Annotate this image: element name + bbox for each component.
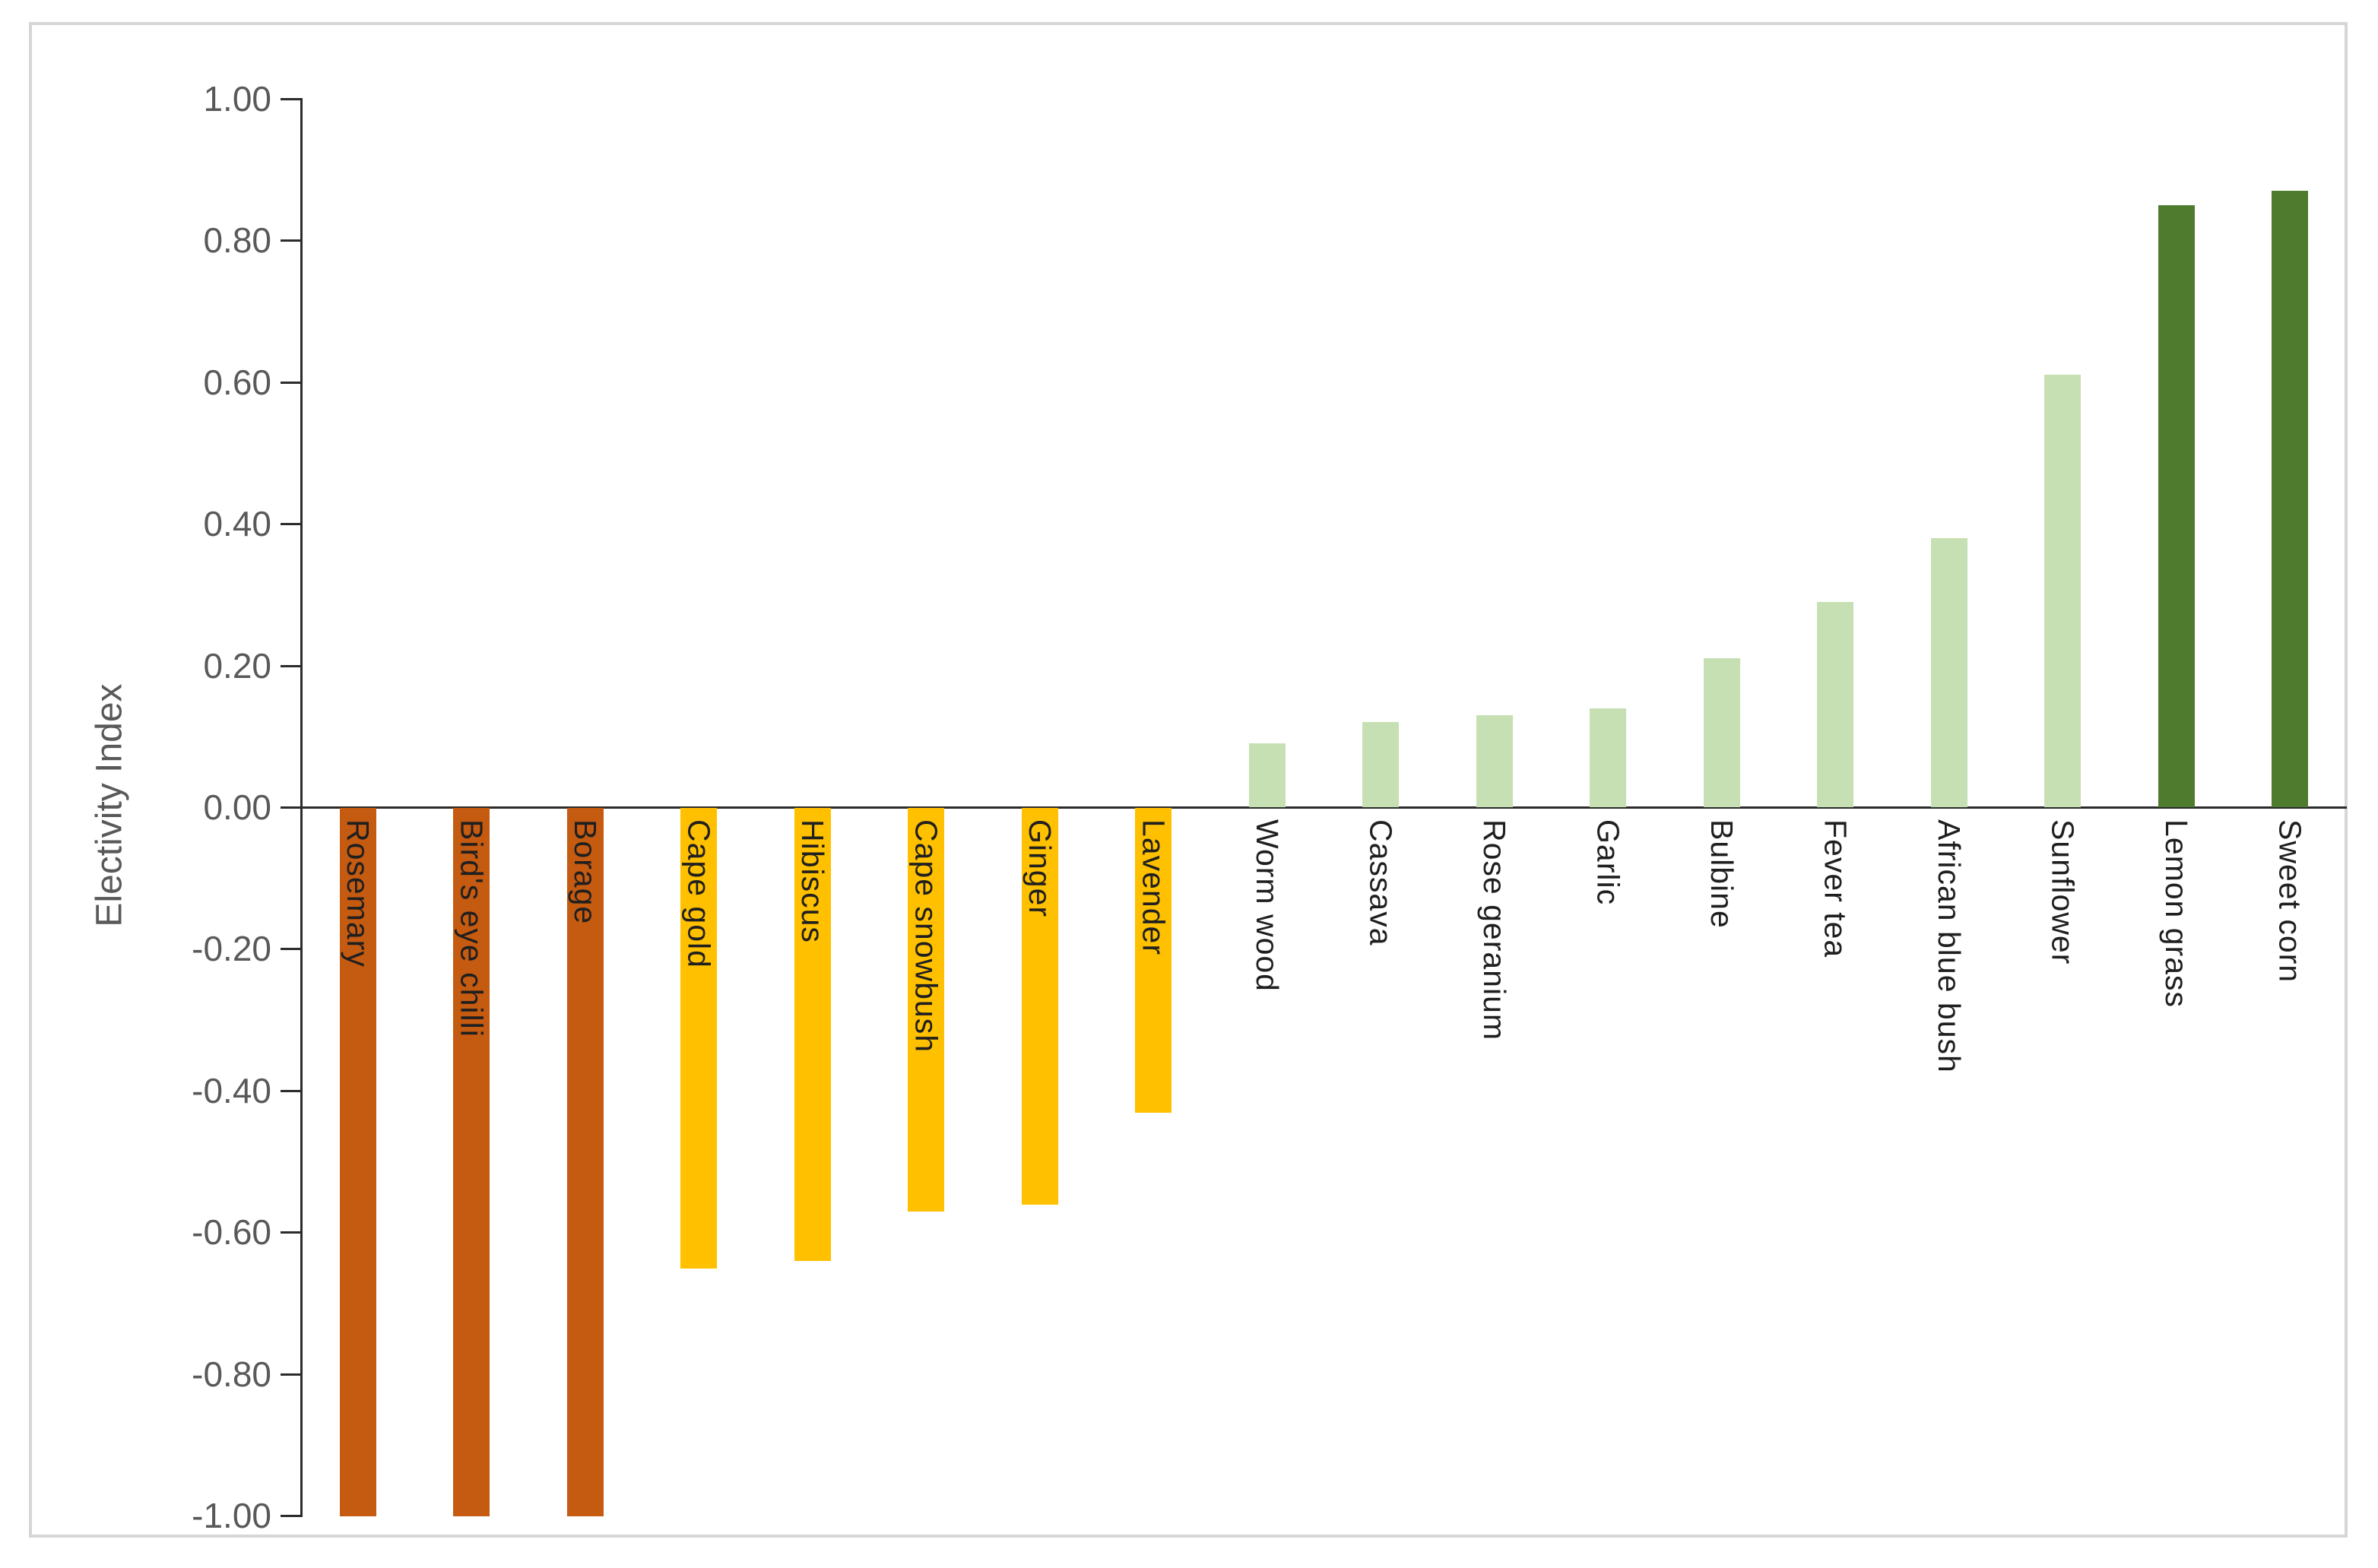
x-axis-zero-line [301,806,2347,809]
category-label: Ginger [1022,819,1057,918]
bar-lavender [1135,808,1172,1113]
bar-worm-wood [1248,743,1286,807]
category-label: Hibiscus [794,819,830,943]
y-axis-tick-label: -0.20 [192,929,271,969]
category-label: Rose geranium [1476,819,1512,1041]
y-axis-tick-mark [281,239,301,242]
y-axis-tick-label: 1.00 [203,79,271,119]
bar-fever-tea [1817,601,1854,807]
category-label: Worm wood [1249,819,1285,992]
y-axis-tick-label: 0.20 [203,645,271,686]
category-label: Sunflower [2045,819,2081,965]
bar-sunflower [2044,375,2082,807]
y-axis-tick-mark [281,1373,301,1376]
y-axis-tick-label: 0.00 [203,787,271,827]
bar-sweet-corn [2272,191,2309,807]
bar-cassava [1362,722,1400,807]
y-axis-tick-mark [281,98,301,100]
bar-borage [566,808,604,1516]
category-label: Lemon grass [2158,819,2194,1009]
category-label: Bird's eye chilli [454,819,490,1037]
y-axis-tick-label: -1.00 [192,1496,271,1535]
y-axis-tick-mark [281,664,301,667]
y-axis-tick-label: -0.80 [192,1354,271,1394]
category-label: Rosemary [340,819,376,968]
y-axis-tick-mark [281,1089,301,1092]
y-axis-tick-label: 0.40 [203,504,271,544]
category-label: Bulbine [1704,819,1739,929]
category-label: Borage [567,819,603,925]
y-axis-tick-mark [281,948,301,951]
bar-rose-geranium [1476,714,1513,807]
y-axis-tick-label: -0.60 [192,1212,271,1253]
bar-cape-snowbush [908,808,945,1212]
bar-lemon-grass [2158,204,2195,807]
category-label: Lavender [1136,819,1172,955]
category-label: Fever tea [1818,819,1853,958]
y-axis-tick-mark [281,381,301,384]
bar-cape-gold [680,808,718,1269]
bar-bird-s-eye-chilli [453,808,490,1516]
y-axis-tick-mark [281,1231,301,1234]
bar-garlic [1590,708,1627,807]
category-label: Garlic [1590,819,1626,906]
y-axis-tick-label: 0.60 [203,362,271,402]
bar-ginger [1021,808,1058,1205]
y-axis-tick-label: 0.80 [203,220,271,261]
category-label: Cape gold [681,819,717,968]
bar-rosemary [339,808,376,1516]
y-axis-tick-mark [281,1515,301,1517]
category-label: Cape snowbush [908,819,944,1053]
bar-hibiscus [794,808,831,1262]
category-label: Cassava [1363,819,1399,946]
category-label: African blue bush [1931,819,1967,1073]
bar-bulbine [1703,658,1740,807]
y-axis-tick-label: -0.40 [192,1070,271,1110]
y-axis-tick-mark [281,523,301,526]
category-label: Sweet corn [2272,819,2308,984]
bar-african-blue-bush [1930,537,1967,807]
y-axis-tick-mark [281,806,301,809]
chart-frame: Electivity Index 1.00 0.80 0.60 0.40 0.2… [29,22,2348,1538]
